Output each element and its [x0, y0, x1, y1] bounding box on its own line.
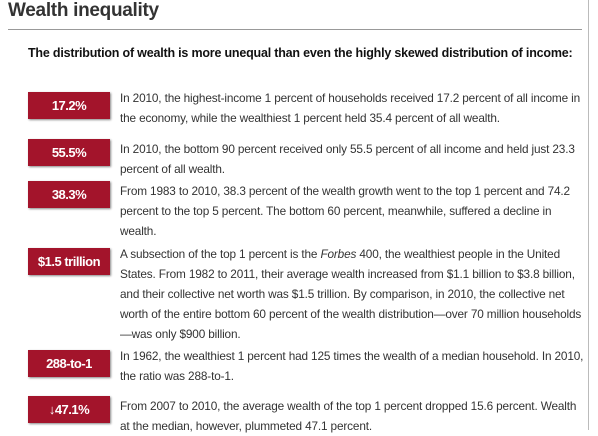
title: Wealth inequality — [8, 0, 159, 21]
badge: 17.2% — [28, 92, 110, 119]
text-run: From 2007 to 2010, the average wealth of… — [120, 399, 577, 433]
item-text: In 2010, the bottom 90 percent received … — [120, 139, 586, 179]
badge: 38.3% — [28, 181, 110, 208]
badge: $1.5 trillion — [28, 248, 110, 275]
text-run: Forbes — [320, 247, 357, 261]
text-run: In 2010, the bottom 90 percent received … — [120, 142, 575, 176]
item-text: A subsection of the top 1 percent is the… — [120, 244, 586, 344]
item-text: From 2007 to 2010, the average wealth of… — [120, 396, 586, 436]
text-run: In 1962, the wealthiest 1 percent had 12… — [120, 349, 584, 383]
frame — [588, 0, 589, 430]
text-run: A subsection of the top 1 percent is the — [120, 247, 321, 261]
badge: 288-to-1 — [28, 350, 110, 377]
text-run: 400, the wealthiest people in the United… — [120, 247, 582, 341]
item-text: In 1962, the wealthiest 1 percent had 12… — [120, 346, 586, 386]
item-text: In 2010, the highest-income 1 percent of… — [120, 88, 586, 128]
badge: 55.5% — [28, 139, 110, 166]
text-run: From 1983 to 2010, 38.3 percent of the w… — [120, 184, 570, 238]
subtitle: The distribution of wealth is more unequ… — [28, 46, 573, 60]
badge: ↓47.1% — [28, 396, 110, 423]
text-run: In 2010, the highest-income 1 percent of… — [120, 91, 580, 125]
item-text: From 1983 to 2010, 38.3 percent of the w… — [120, 181, 586, 241]
title-rule — [8, 29, 582, 30]
